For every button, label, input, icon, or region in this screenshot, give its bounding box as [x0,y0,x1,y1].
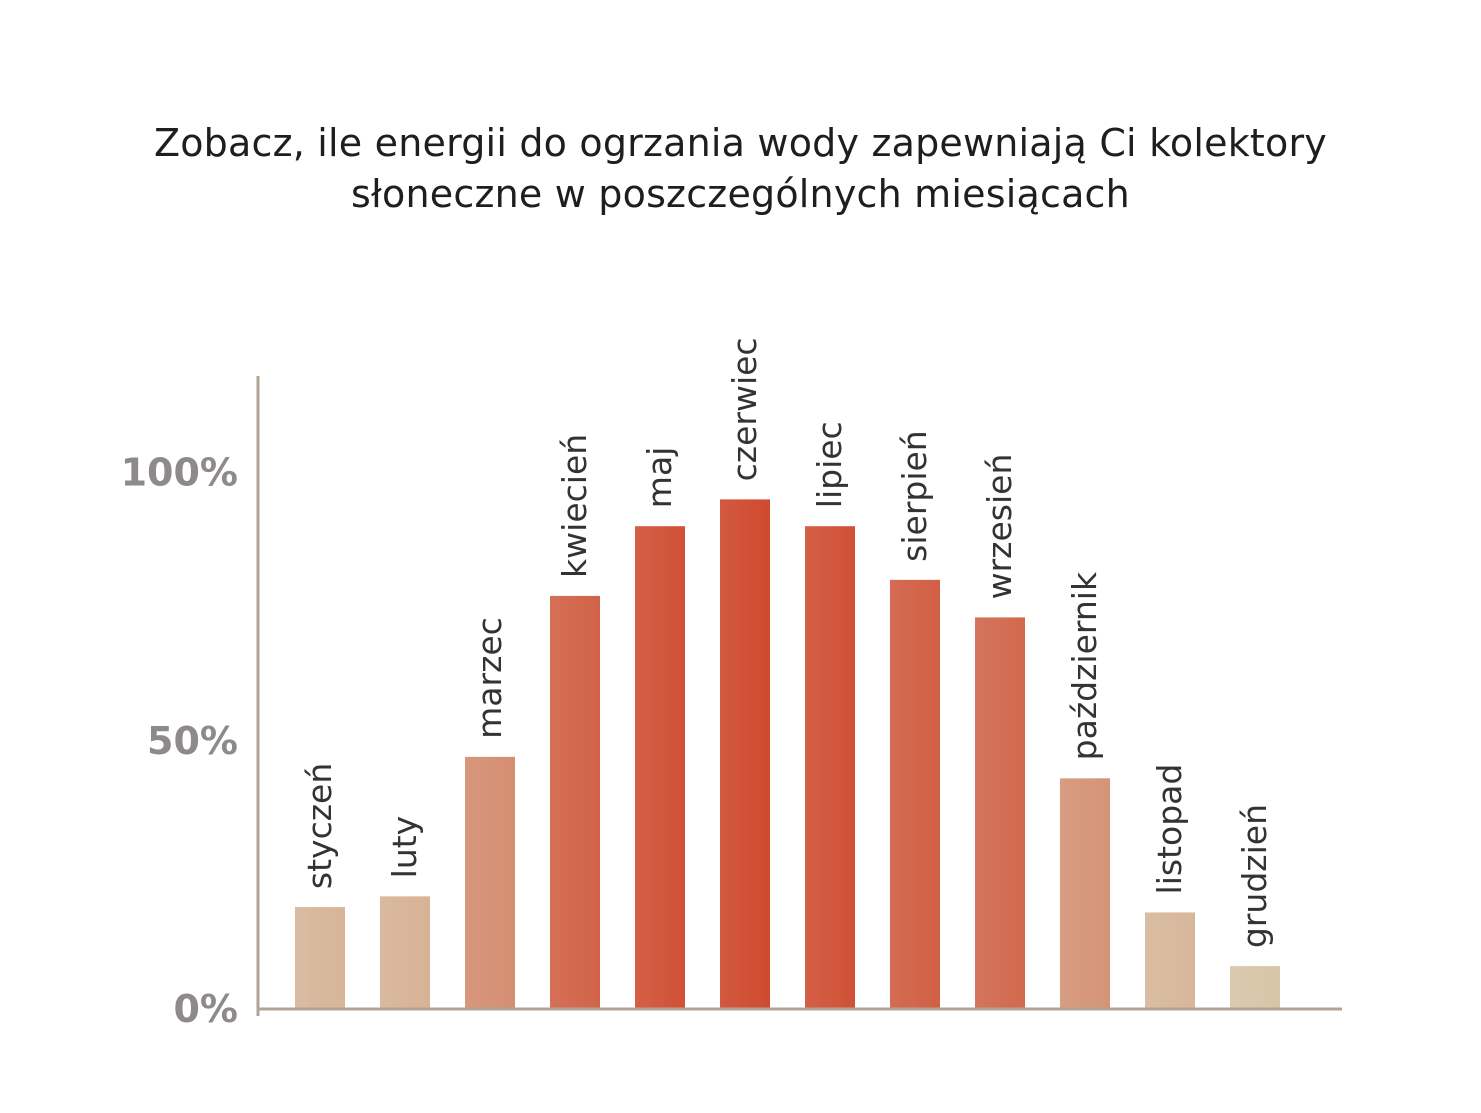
bar-listopad: listopad: 18% [1145,912,1195,1009]
category-label-listopad: listopad [1150,764,1189,895]
bar-lipiec: lipiec: 90% [805,526,855,1009]
chart-title-line-2: słoneczne w poszczególnych miesiącach [351,172,1130,216]
chart-title-line-1: Zobacz, ile energii do ogrzania wody zap… [153,121,1327,165]
bars-layer: styczeń: 19% luty: 21% marzec: 47% kwiecień… [295,499,1280,1009]
bar-marzec: marzec: 47% [465,756,515,1009]
category-labels: styczeń luty marzec kwiecień maj czerwiec lipi… [300,337,1274,948]
y-tick-label-100: 100% [121,451,238,495]
category-label-pazdziernik: październik [1065,571,1104,760]
category-label-styczen: styczeń [300,763,339,889]
category-label-kwiecien: kwiecień [555,434,594,578]
category-label-luty: luty [385,816,424,879]
bar-luty: luty: 21% [380,896,430,1009]
y-tick-label-50: 50% [147,719,238,763]
category-label-maj: maj [640,447,679,509]
bar-kwiecien: kwiecień: 77% [550,595,600,1009]
bar-pazdziernik: październik: 43% [1060,778,1110,1009]
category-label-wrzesien: wrzesień [980,454,1019,600]
bar-wrzesien: wrzesień: 73% [975,617,1025,1009]
category-label-lipiec: lipiec [810,421,849,508]
bar-maj: maj: 90% [635,526,685,1009]
category-label-grudzien: grudzień [1235,804,1274,948]
category-label-sierpien: sierpień [895,430,934,562]
y-tick-labels: 0% 50% 100% [121,451,238,1031]
category-label-czerwiec: czerwiec [725,337,764,481]
bar-czerwiec: czerwiec: 95% [720,499,770,1009]
bar-styczen: styczeń: 19% [295,907,345,1009]
y-tick-label-0: 0% [173,987,238,1031]
chart-title: Zobacz, ile energii do ogrzania wody zap… [0,118,1481,220]
bar-sierpien: sierpień: 80% [890,579,940,1009]
axes-layer [256,376,1342,1016]
bar-grudzien: grudzień: 8% [1230,966,1280,1009]
category-label-marzec: marzec [470,617,509,739]
